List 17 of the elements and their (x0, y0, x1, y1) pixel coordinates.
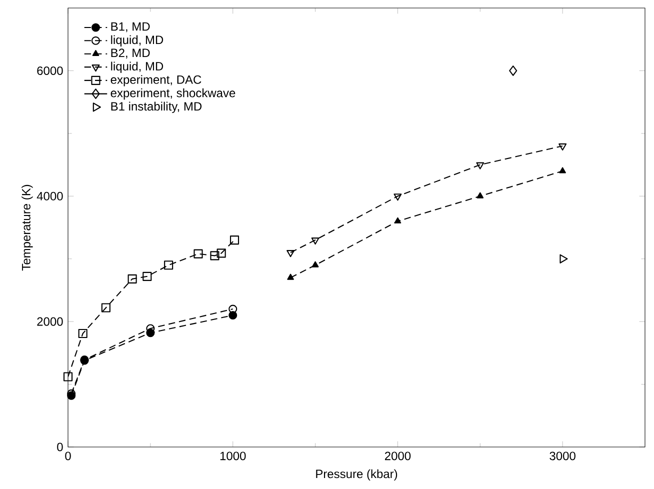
y-tick-label: 4000 (36, 192, 63, 200)
y-tick-label: 2000 (37, 317, 63, 326)
y-tick-label: 0 (57, 442, 63, 452)
y-tick-label: 6000 (37, 66, 63, 75)
legend-label: B1, MD (111, 22, 150, 32)
y-axis-title: Temperature (K) (22, 184, 33, 271)
legend-label: B2, MD (111, 48, 150, 59)
x-tick-label: 1000 (220, 452, 246, 460)
legend-label: experiment, DAC (110, 75, 202, 86)
legend-label: liquid, MD (111, 62, 164, 73)
legend-label: liquid, MD (111, 35, 164, 46)
x-tick-label: 0 (65, 452, 71, 460)
legend-label: experiment, shockwave (110, 88, 236, 100)
x-axis-title: Pressure (kbar) (316, 469, 398, 481)
x-tick-label: 2000 (384, 452, 411, 460)
x-tick-label: 3000 (550, 452, 576, 460)
legend-label: B1 instability, MD (111, 102, 202, 113)
